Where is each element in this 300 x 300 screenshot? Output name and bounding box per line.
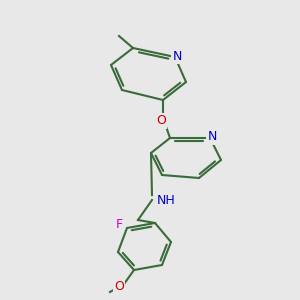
Text: F: F	[116, 218, 123, 232]
Text: O: O	[114, 280, 124, 292]
Text: NH: NH	[157, 194, 176, 206]
Text: N: N	[207, 130, 217, 143]
Text: O: O	[156, 115, 166, 128]
Text: N: N	[172, 50, 182, 62]
